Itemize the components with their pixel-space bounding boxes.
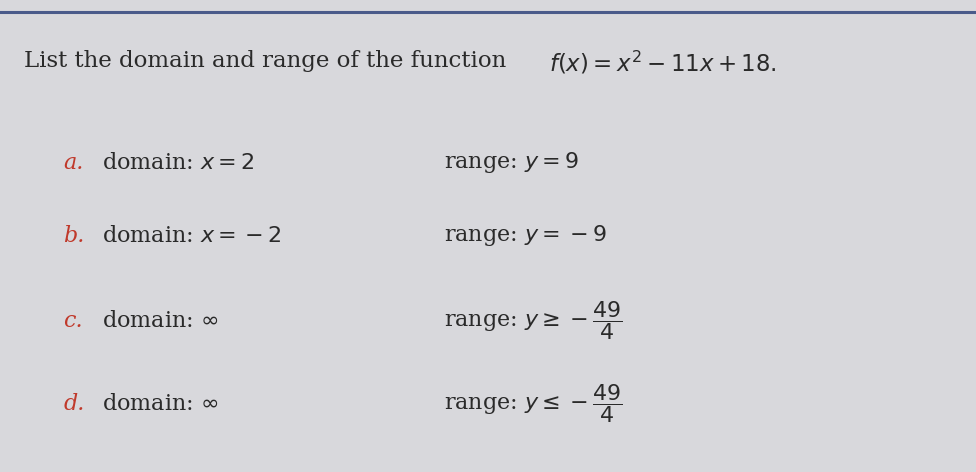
Text: domain: $x = 2$: domain: $x = 2$ [102,152,255,174]
Text: range: $y = -9$: range: $y = -9$ [444,224,606,248]
Text: range: $y \geq -\dfrac{49}{4}$: range: $y \geq -\dfrac{49}{4}$ [444,300,623,342]
Text: $f(x) = x^2 - 11x + 18.$: $f(x) = x^2 - 11x + 18.$ [549,50,777,77]
Text: domain: $x = -2$: domain: $x = -2$ [102,225,282,247]
Text: domain: $\infty$: domain: $\infty$ [102,310,219,332]
Text: range: $y = 9$: range: $y = 9$ [444,151,580,175]
Text: d.: d. [63,393,85,414]
Text: a.: a. [63,152,84,174]
Text: b.: b. [63,225,85,247]
Text: range: $y \leq -\dfrac{49}{4}$: range: $y \leq -\dfrac{49}{4}$ [444,382,623,425]
Text: domain: $\infty$: domain: $\infty$ [102,393,219,414]
Text: c.: c. [63,310,83,332]
Text: List the domain and range of the function: List the domain and range of the functio… [24,50,514,72]
